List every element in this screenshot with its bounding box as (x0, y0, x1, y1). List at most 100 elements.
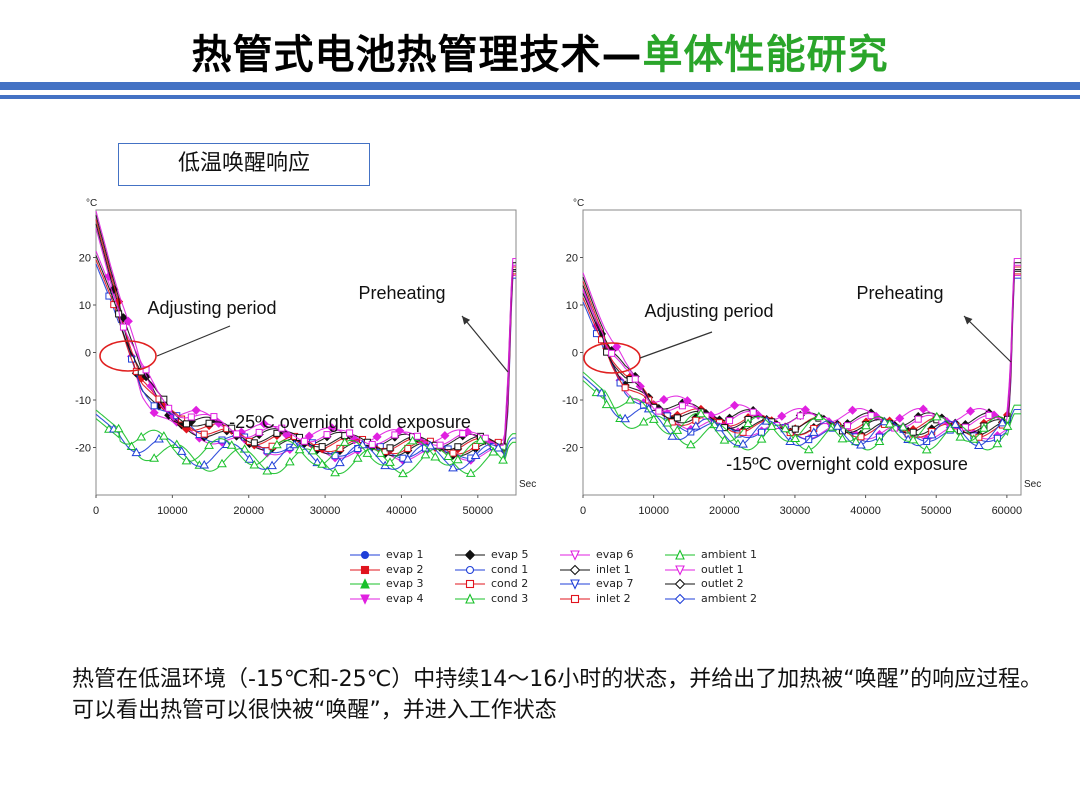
series-marker (992, 438, 1003, 448)
series-marker (974, 440, 984, 450)
series-marker (749, 408, 757, 416)
series-marker (318, 443, 326, 451)
header-rule-thin (0, 95, 1080, 99)
legend-item: evap 7 (560, 577, 634, 591)
series-marker (650, 403, 658, 411)
legend-label: cond 2 (491, 577, 529, 590)
legend-item: cond 1 (455, 563, 528, 577)
series-marker (738, 439, 748, 448)
preheating-arrow (461, 315, 509, 373)
series-marker (420, 449, 431, 459)
legend-item: evap 4 (350, 592, 424, 606)
series-marker (625, 395, 636, 404)
preheating-arrow (963, 315, 1012, 363)
annotation-preheating: Preheating (358, 283, 445, 303)
legend-item: ambient 2 (665, 592, 757, 606)
series-marker (777, 411, 787, 421)
series-line-ambient (582, 375, 1021, 447)
slide-caption: 热管在低温环境（-15℃和-25℃）中持续14～16小时的状态，并给出了加热被“… (72, 667, 1043, 723)
series-marker (837, 433, 848, 443)
y-tick-label: 20 (566, 253, 578, 265)
series-marker (648, 414, 659, 423)
y-tick-label: -20 (75, 443, 91, 455)
series-marker (780, 423, 791, 433)
series-marker (226, 440, 237, 449)
chart-title: -15ºC overnight cold exposure (726, 454, 968, 474)
series-marker (918, 404, 928, 414)
x-tick-label: 20000 (709, 505, 740, 517)
legend-item: evap 6 (560, 548, 634, 562)
x-tick-label: 40000 (850, 505, 881, 517)
series-marker (673, 414, 681, 422)
series-marker (273, 429, 281, 437)
series-marker (803, 444, 814, 454)
series-marker (425, 440, 436, 450)
series-marker (131, 447, 142, 457)
legend-label: inlet 2 (596, 591, 631, 605)
series-marker (217, 458, 227, 468)
series-marker (126, 441, 137, 450)
chart-legend: evap 1 evap 2 evap 3 evap 4 evap 5 cond 1 cond… (350, 548, 770, 612)
legend-marker-icon (455, 565, 485, 574)
series-marker (336, 444, 344, 452)
series-marker (908, 434, 919, 444)
series-marker (493, 442, 504, 452)
x-tick-label: 50000 (463, 505, 494, 517)
series-marker (330, 467, 340, 477)
title-subtitle: 单体性能研究 (642, 32, 889, 78)
slide-title: 热管式电池热管理技术—单体性能研究 (0, 22, 1080, 80)
series-marker (851, 436, 861, 446)
series-marker (685, 439, 696, 449)
series-marker (481, 434, 489, 442)
series-marker (233, 430, 241, 438)
x-tick-label: 50000 (921, 505, 952, 517)
series-marker (255, 428, 263, 436)
series-marker (620, 413, 630, 423)
header-rule-thick (0, 82, 1080, 90)
series-marker (696, 408, 706, 418)
series-marker (335, 457, 345, 467)
legend-label: outlet 2 (701, 577, 744, 590)
adjusting-period-arrow (156, 325, 231, 357)
legend-label: evap 7 (596, 577, 634, 590)
series-marker (278, 424, 286, 432)
y-tick-label: 20 (79, 253, 91, 265)
series-marker (430, 451, 441, 461)
series-marker (884, 419, 895, 428)
series-marker (210, 413, 218, 421)
legend-label: evap 3 (386, 577, 424, 590)
series-marker (475, 435, 486, 444)
series-marker (659, 394, 669, 405)
series-marker (843, 422, 851, 430)
series-marker (472, 442, 480, 450)
plot-frame (582, 209, 1022, 496)
series-marker (601, 399, 612, 409)
y-tick-label: 10 (79, 300, 91, 312)
y-axis-unit: °C (573, 198, 584, 209)
legend-item: ambient 1 (665, 548, 757, 562)
series-marker (730, 400, 740, 410)
series-marker (312, 457, 323, 467)
series-marker (381, 447, 389, 455)
adjusting-period-ellipse (99, 340, 157, 372)
legend-marker-icon (560, 579, 590, 590)
series-marker (339, 437, 350, 446)
series-marker (672, 425, 683, 434)
series-marker (638, 417, 649, 426)
series-marker (465, 468, 476, 477)
series-marker (691, 421, 701, 430)
series-marker (791, 425, 799, 433)
series-marker (662, 417, 673, 427)
legend-label: ambient 1 (701, 548, 758, 561)
y-tick-label: -10 (75, 395, 91, 407)
series-marker (931, 411, 942, 421)
legend-label: evap 6 (596, 548, 634, 561)
series-line-ambient (95, 418, 516, 475)
legend-marker-icon (455, 549, 485, 561)
series-marker (204, 440, 214, 449)
series-marker (719, 435, 730, 444)
y-axis-unit: °C (86, 198, 97, 209)
series-marker (743, 418, 753, 427)
series-marker (317, 459, 328, 468)
legend-item: evap 3 (350, 577, 424, 591)
